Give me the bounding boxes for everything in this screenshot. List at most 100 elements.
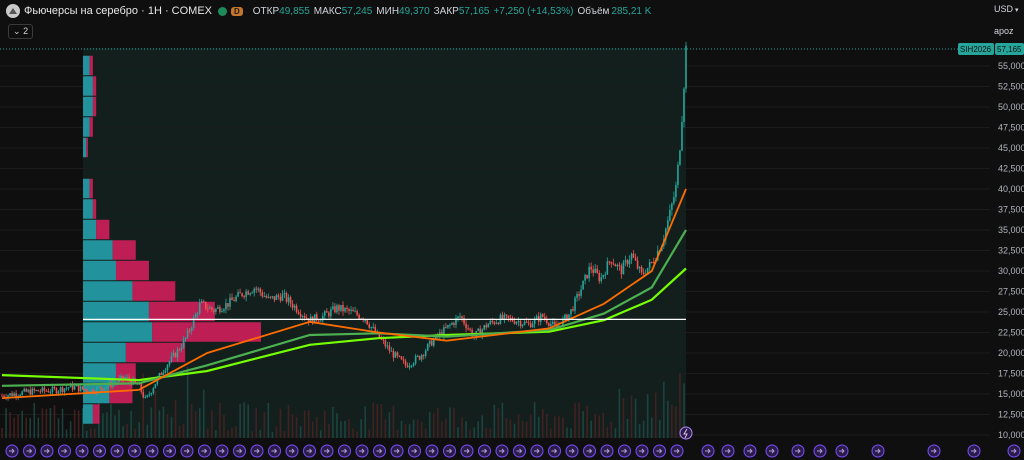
volume-bar [17, 414, 19, 438]
y-tick-label: 55,000 [998, 61, 1024, 71]
last-price-value: 57,165 [997, 45, 1022, 54]
event-marker-icon[interactable] [967, 444, 981, 458]
candle-body [49, 391, 52, 393]
candle-body [566, 314, 568, 321]
event-marker-icon[interactable] [565, 444, 579, 458]
event-marker-icon[interactable] [355, 444, 369, 458]
volume-bar [29, 417, 32, 438]
event-marker-icon[interactable] [548, 444, 561, 458]
event-marker-icon[interactable] [145, 444, 159, 458]
event-marker-icon[interactable] [765, 444, 779, 458]
currency-selector[interactable]: USD ▾ [994, 2, 1020, 16]
event-marker-icon[interactable] [40, 444, 54, 458]
candle-body [354, 311, 356, 313]
candle-body [164, 370, 167, 373]
event-markers [5, 426, 1021, 458]
event-marker-icon[interactable] [110, 444, 124, 458]
event-marker-icon[interactable] [743, 444, 757, 458]
candle-body [178, 349, 181, 351]
candle-body [303, 316, 306, 318]
candle-body [497, 322, 500, 324]
event-marker-icon[interactable] [583, 444, 596, 458]
indicators-collapse-button[interactable]: ⌄ 2 [8, 24, 34, 39]
candle-body [211, 307, 213, 310]
event-marker-icon[interactable] [128, 444, 141, 458]
event-marker-icon[interactable] [530, 444, 544, 458]
event-marker-icon[interactable] [75, 444, 89, 458]
volume-bar [5, 408, 7, 438]
event-marker-icon[interactable] [513, 444, 526, 458]
candle-body [148, 394, 151, 396]
candle-body [543, 316, 546, 319]
event-marker-icon[interactable] [198, 444, 211, 458]
event-marker-arrow [131, 448, 138, 454]
event-marker-icon[interactable] [670, 444, 684, 458]
event-marker-icon[interactable] [1007, 444, 1021, 458]
event-marker-icon[interactable] [460, 444, 474, 458]
event-marker-arrow [674, 448, 680, 454]
candle-body [382, 339, 385, 341]
event-marker-icon[interactable] [303, 444, 316, 458]
event-marker-icon[interactable] [600, 444, 614, 458]
event-marker-icon[interactable] [425, 444, 439, 458]
symbol-logo-icon[interactable] [6, 4, 20, 18]
y-tick-label: 20,000 [998, 348, 1024, 358]
symbol-title[interactable]: Фьючерсы на серебро · 1Н · COMEX [24, 5, 212, 17]
volume-bar [481, 415, 484, 438]
volume-bar [594, 414, 597, 438]
event-marker-icon[interactable] [285, 444, 299, 458]
event-marker-icon[interactable] [58, 444, 71, 458]
event-marker-icon[interactable] [163, 444, 176, 458]
volume-bar [356, 431, 358, 438]
event-marker-icon[interactable] [835, 444, 849, 458]
event-marker-icon[interactable] [215, 444, 229, 458]
event-marker-icon[interactable] [813, 444, 827, 458]
event-marker-icon[interactable] [495, 444, 509, 458]
candle-body [443, 327, 445, 337]
event-marker-icon[interactable] [233, 444, 246, 458]
event-marker-icon[interactable] [93, 444, 106, 458]
candle-body [445, 327, 447, 329]
event-marker-icon[interactable] [871, 444, 885, 458]
profile-bar-up [83, 117, 90, 137]
event-marker-icon[interactable] [268, 444, 281, 458]
candle-body [277, 295, 280, 297]
volume-bar [420, 422, 423, 438]
event-marker-arrow [236, 448, 243, 454]
event-marker-icon[interactable] [408, 444, 421, 458]
event-marker-icon[interactable] [721, 444, 735, 458]
event-marker-icon[interactable] [653, 444, 666, 458]
event-marker-icon[interactable] [478, 444, 491, 458]
volume-bar [372, 402, 375, 438]
event-marker-icon[interactable] [618, 444, 631, 458]
event-marker-icon[interactable] [443, 444, 456, 458]
event-marker-icon[interactable] [635, 444, 649, 458]
candle-body [483, 325, 486, 330]
volume-bar [178, 425, 181, 438]
event-marker-icon[interactable] [23, 444, 36, 458]
event-marker-icon[interactable] [320, 444, 334, 458]
event-marker-icon[interactable] [250, 444, 264, 458]
volume-bar [186, 367, 189, 438]
candle-body [279, 296, 282, 301]
candle-body [340, 304, 342, 311]
volume-bar [529, 414, 532, 438]
candle-body [57, 391, 60, 394]
event-marker-icon[interactable] [927, 444, 941, 458]
volume-bar [251, 431, 253, 438]
candle-body [184, 337, 187, 340]
event-marker-icon[interactable] [373, 444, 386, 458]
event-marker-icon[interactable] [180, 444, 194, 458]
scale-mode-button[interactable]: apoz [994, 24, 1020, 38]
event-marker-icon[interactable] [390, 444, 404, 458]
candle-body [223, 309, 225, 312]
event-marker-icon[interactable] [5, 444, 19, 458]
last-price-symbol: SIH2026 [960, 45, 992, 54]
close-value: 57,165 [458, 5, 490, 17]
event-marker-icon[interactable] [791, 444, 805, 458]
event-marker-icon[interactable] [701, 444, 715, 458]
volume-bar [586, 405, 588, 438]
event-marker-icon[interactable] [338, 444, 351, 458]
event-marker-arrow [271, 448, 278, 454]
